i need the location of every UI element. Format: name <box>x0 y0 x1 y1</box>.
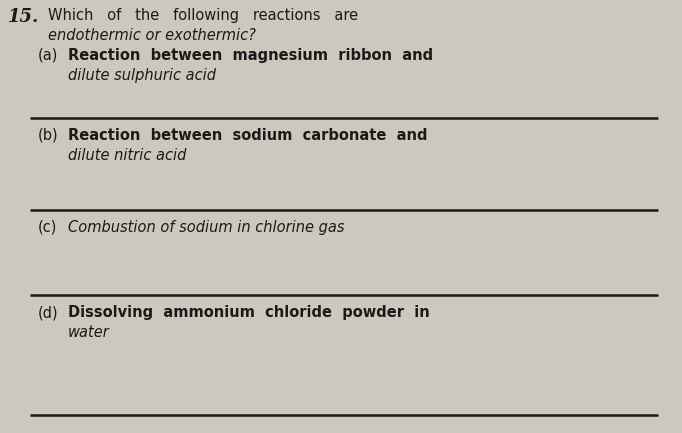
Text: 15.: 15. <box>8 8 40 26</box>
Text: (b): (b) <box>38 128 59 143</box>
Text: (d): (d) <box>38 305 59 320</box>
Text: endothermic or exothermic?: endothermic or exothermic? <box>48 28 256 43</box>
Text: Dissolving  ammonium  chloride  powder  in: Dissolving ammonium chloride powder in <box>68 305 430 320</box>
Text: dilute nitric acid: dilute nitric acid <box>68 148 186 163</box>
Text: (a): (a) <box>38 48 59 63</box>
Text: Combustion of sodium in chlorine gas: Combustion of sodium in chlorine gas <box>68 220 344 235</box>
Text: water: water <box>68 325 110 340</box>
Text: Which   of   the   following   reactions   are: Which of the following reactions are <box>48 8 358 23</box>
Text: (c): (c) <box>38 220 57 235</box>
Text: Reaction  between  magnesium  ribbon  and: Reaction between magnesium ribbon and <box>68 48 433 63</box>
Text: dilute sulphuric acid: dilute sulphuric acid <box>68 68 216 83</box>
Text: Reaction  between  sodium  carbonate  and: Reaction between sodium carbonate and <box>68 128 428 143</box>
